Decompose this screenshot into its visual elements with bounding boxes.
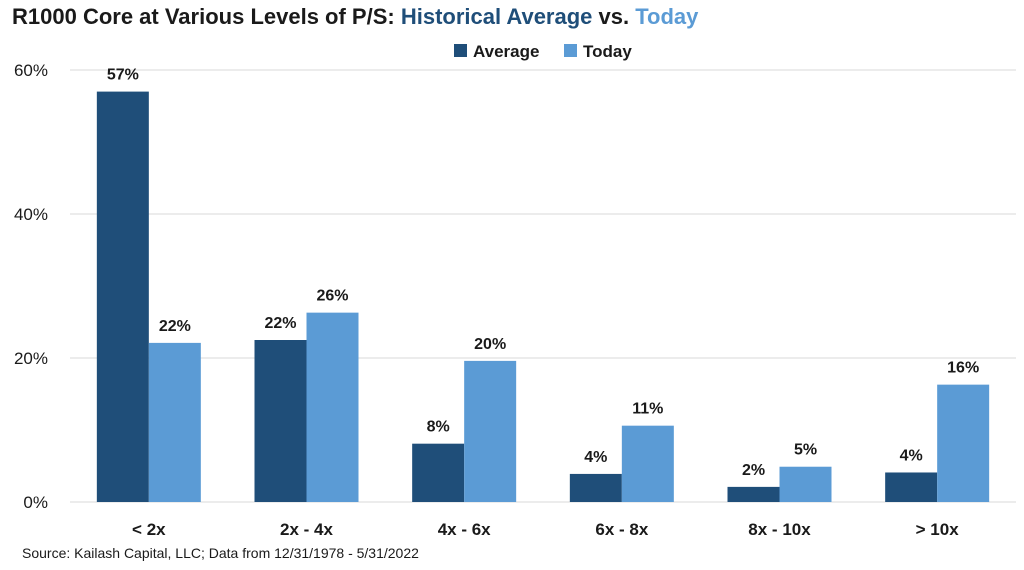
data-label-average: 2% — [742, 462, 765, 479]
x-category-label: < 2x — [132, 520, 166, 539]
y-tick-label: 60% — [14, 61, 48, 80]
bars — [96, 91, 990, 502]
x-category-label: > 10x — [916, 520, 960, 539]
data-label-today: 5% — [794, 442, 817, 459]
x-category-label: 6x - 8x — [595, 520, 648, 539]
bar-average — [412, 443, 465, 502]
bar-average — [569, 473, 622, 502]
data-label-today: 16% — [947, 360, 979, 377]
bar-today — [464, 360, 517, 502]
data-label-today: 20% — [474, 336, 506, 353]
data-label-average: 22% — [264, 315, 296, 332]
title-average: Historical Average — [400, 4, 593, 29]
chart-title: R1000 Core at Various Levels of P/S: His… — [12, 4, 698, 30]
bar-today — [621, 425, 674, 502]
source-note: Source: Kailash Capital, LLC; Data from … — [22, 545, 419, 561]
title-main: R1000 Core at Various Levels of P/S: — [12, 4, 401, 29]
y-tick-label: 0% — [23, 493, 48, 512]
legend: Average Today — [454, 42, 632, 61]
data-labels: 57% 22% 22% 26% 8% 20% 4% 11% 2% 5% 4% 16% — [107, 67, 979, 479]
x-category-label: 2x - 4x — [280, 520, 333, 539]
title-separator: vs. — [592, 4, 636, 29]
bar-today — [306, 312, 359, 502]
bar-average — [254, 340, 307, 502]
bar-today — [148, 342, 201, 502]
legend-label-average: Average — [473, 42, 539, 61]
legend-label-today: Today — [583, 42, 632, 61]
legend-swatch-today — [564, 44, 577, 57]
data-label-today: 11% — [632, 401, 663, 418]
bar-average — [727, 486, 780, 502]
data-label-average: 4% — [900, 447, 923, 464]
legend-swatch-average — [454, 44, 467, 57]
data-label-average: 8% — [427, 419, 450, 436]
y-axis: 0% 20% 40% 60% — [14, 61, 48, 512]
bar-today — [779, 466, 832, 502]
x-category-label: 8x - 10x — [748, 520, 811, 539]
data-label-average: 57% — [107, 67, 139, 84]
y-tick-label: 20% — [14, 349, 48, 368]
x-axis: < 2x 2x - 4x 4x - 6x 6x - 8x 8x - 10x > 10x — [132, 520, 959, 539]
bar-average — [96, 91, 149, 502]
data-label-today: 26% — [316, 288, 348, 305]
x-category-label: 4x - 6x — [438, 520, 491, 539]
bar-today — [937, 384, 990, 502]
bar-average — [885, 472, 938, 502]
gridlines — [70, 69, 1016, 503]
data-label-today: 22% — [159, 318, 191, 335]
data-label-average: 4% — [584, 449, 607, 466]
title-today: Today — [635, 4, 699, 29]
y-tick-label: 40% — [14, 205, 48, 224]
